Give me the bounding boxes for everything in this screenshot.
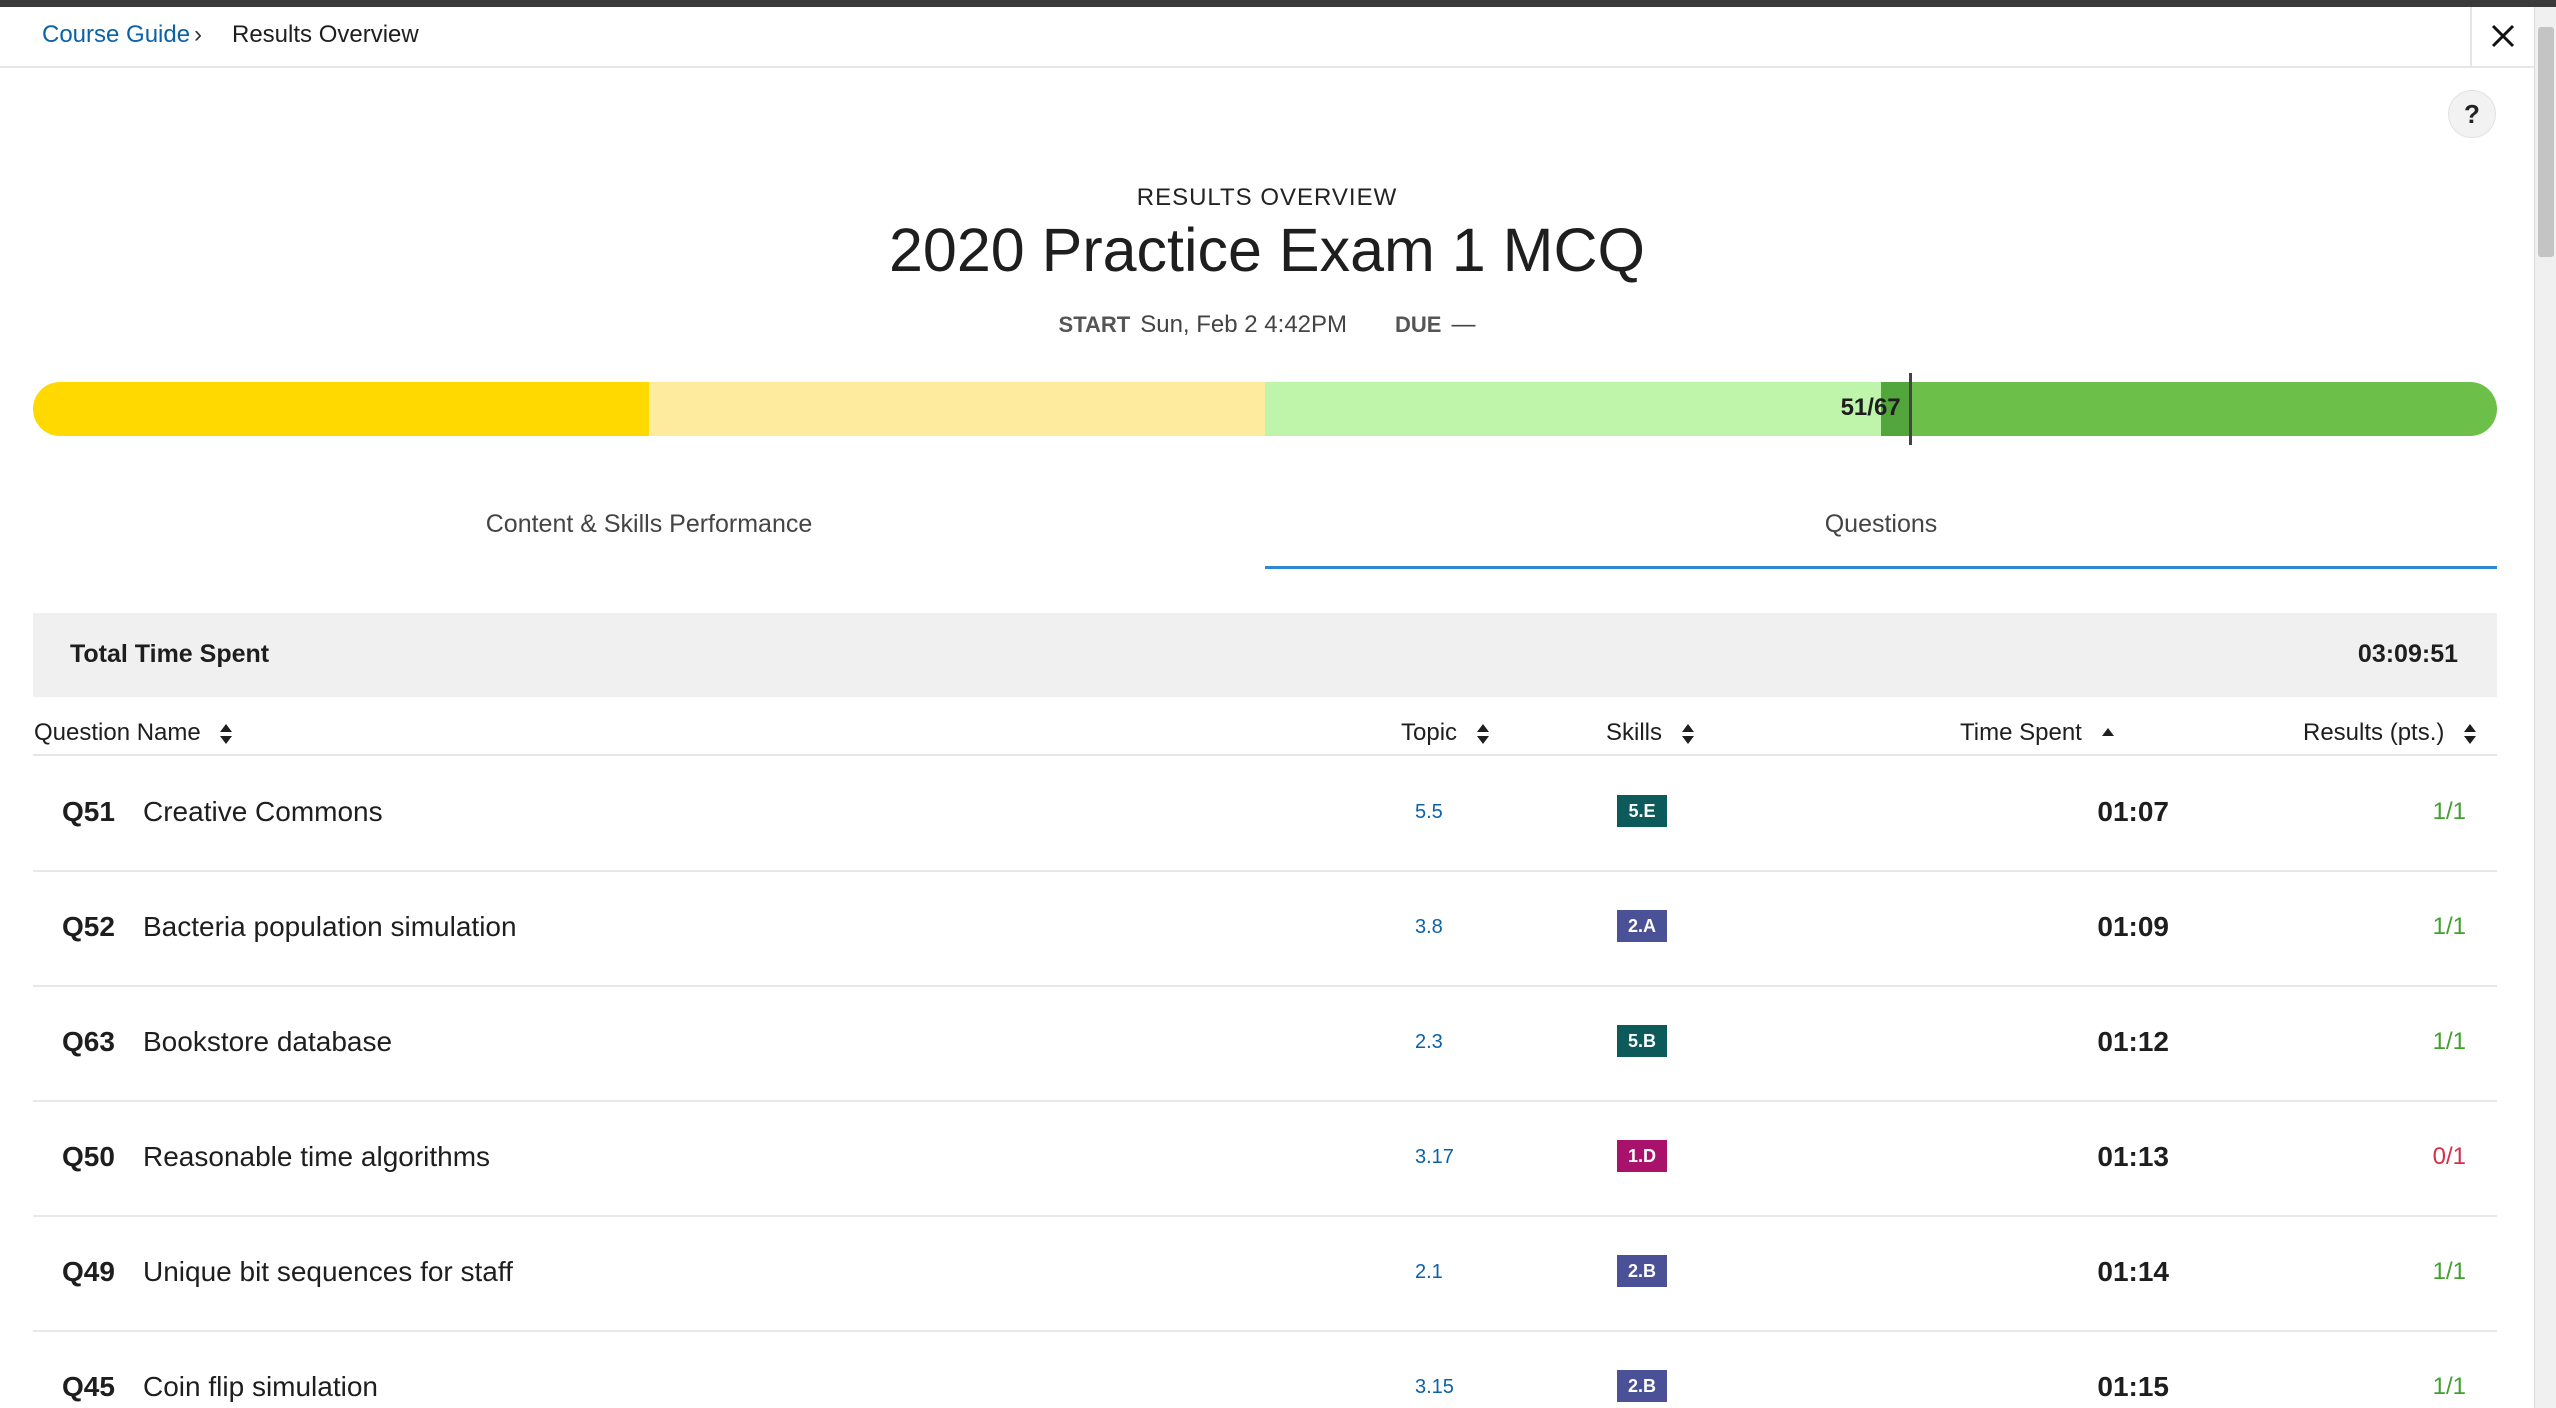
topic-link[interactable]: 3.15 xyxy=(1415,1376,1454,1398)
tab-content-skills-performance[interactable]: Content & Skills Performance xyxy=(33,500,1265,566)
help-icon: ? xyxy=(2464,99,2480,129)
close-button[interactable] xyxy=(2470,7,2536,66)
result-score: 1/1 xyxy=(2432,1373,2466,1400)
tab-questions[interactable]: Questions xyxy=(1265,500,2497,569)
topic-link[interactable]: 3.17 xyxy=(1415,1146,1454,1168)
column-label: Results (pts.) xyxy=(2303,719,2445,746)
topic-link[interactable]: 3.8 xyxy=(1415,916,1443,938)
column-topic[interactable]: Topic xyxy=(1401,719,1490,747)
topic-link[interactable]: 5.5 xyxy=(1415,801,1443,823)
skill-badge: 2.A xyxy=(1617,910,1667,942)
question-number: Q63 xyxy=(62,1026,115,1057)
sort-ascending-icon xyxy=(2101,727,2114,736)
sort-icon xyxy=(220,723,233,744)
total-time-label: Total Time Spent xyxy=(70,640,270,668)
score-label: 51/67 xyxy=(1840,394,1901,421)
skill-badge: 5.E xyxy=(1617,795,1667,827)
total-time-value: 03:09:51 xyxy=(2357,640,2458,668)
column-label: Question Name xyxy=(34,719,201,746)
question-number: Q49 xyxy=(62,1256,115,1287)
column-label: Skills xyxy=(1606,719,1663,746)
column-skills[interactable]: Skills xyxy=(1606,719,1695,747)
page-eyebrow: RESULTS OVERVIEW xyxy=(1136,184,1398,211)
due-label: DUE xyxy=(1395,312,1442,337)
question-name: Coin flip simulation xyxy=(143,1371,378,1402)
total-time-row: Total Time Spent 03:09:51 xyxy=(33,613,2497,697)
question-number: Q45 xyxy=(62,1371,115,1402)
question-name: Unique bit sequences for staff xyxy=(143,1256,513,1287)
breadcrumb-header: Course Guide › Results Overview xyxy=(0,7,2534,68)
result-score: 1/1 xyxy=(2432,798,2466,825)
time-spent: 01:15 xyxy=(2097,1371,2169,1402)
result-score: 1/1 xyxy=(2432,913,2466,940)
skill-badge: 1.D xyxy=(1617,1140,1667,1172)
close-icon xyxy=(2491,24,2515,48)
time-spent: 01:14 xyxy=(2097,1256,2169,1287)
tab-label: Content & Skills Performance xyxy=(485,510,813,538)
sort-icon xyxy=(2464,723,2477,744)
question-name: Bookstore database xyxy=(143,1026,393,1057)
sort-icon xyxy=(1681,723,1694,744)
sort-icon xyxy=(1476,723,1489,744)
result-score: 1/1 xyxy=(2432,1258,2466,1285)
score-band-1 xyxy=(33,382,649,436)
topic-link[interactable]: 2.1 xyxy=(1415,1261,1443,1283)
question-name: Creative Commons xyxy=(143,796,383,827)
table-row[interactable]: Q63 Bookstore database 2.3 5.B 01:12 1/1 xyxy=(33,986,2497,1102)
score-fill xyxy=(1881,382,1909,436)
breadcrumb-chevron-icon: › xyxy=(194,21,202,48)
skill-badge: 2.B xyxy=(1617,1255,1667,1287)
skill-badge: 2.B xyxy=(1617,1370,1667,1402)
score-band-4 xyxy=(1881,382,2497,436)
table-row[interactable]: Q50 Reasonable time algorithms 3.17 1.D … xyxy=(33,1101,2497,1217)
exam-title: 2020 Practice Exam 1 MCQ xyxy=(888,216,1645,284)
question-number: Q51 xyxy=(62,796,115,827)
score-band-3 xyxy=(1265,382,1881,436)
due-value: — xyxy=(1451,311,1476,338)
topic-link[interactable]: 2.3 xyxy=(1415,1031,1443,1053)
score-marker xyxy=(1908,373,1912,445)
exam-dates: START Sun, Feb 2 4:42PM DUE — xyxy=(0,311,2534,339)
table-row[interactable]: Q49 Unique bit sequences for staff 2.1 2… xyxy=(33,1216,2497,1332)
breadcrumb-current: Results Overview xyxy=(232,21,419,48)
result-score: 1/1 xyxy=(2432,1028,2466,1055)
column-results[interactable]: Results (pts.) xyxy=(2303,719,2477,747)
score-band-2 xyxy=(649,382,1265,436)
time-spent: 01:12 xyxy=(2097,1026,2169,1057)
tab-label: Questions xyxy=(1824,510,1938,538)
table-row[interactable]: Q45 Coin flip simulation 3.15 2.B 01:15 … xyxy=(33,1331,2497,1408)
question-name: Bacteria population simulation xyxy=(143,911,517,942)
question-name: Reasonable time algorithms xyxy=(143,1141,491,1172)
column-time-spent[interactable]: Time Spent xyxy=(1960,719,2115,747)
scrollbar-thumb[interactable] xyxy=(2538,27,2554,257)
page-scrollbar[interactable] xyxy=(2534,7,2556,1408)
table-row[interactable]: Q52 Bacteria population simulation 3.8 2… xyxy=(33,871,2497,987)
time-spent: 01:09 xyxy=(2097,911,2169,942)
breadcrumb-course-guide-link[interactable]: Course Guide xyxy=(42,21,191,48)
start-label: START xyxy=(1058,312,1131,337)
question-number: Q52 xyxy=(62,911,115,942)
score-progress-bar: 51/67 xyxy=(33,382,2497,436)
column-question-name[interactable]: Question Name xyxy=(34,719,233,747)
skill-badge: 5.B xyxy=(1617,1025,1667,1057)
time-spent: 01:13 xyxy=(2097,1141,2169,1172)
result-score: 0/1 xyxy=(2432,1143,2466,1170)
column-label: Time Spent xyxy=(1960,719,2082,746)
questions-table-header: Question Name Topic Skills Time Spent Re… xyxy=(33,697,2497,756)
start-value: Sun, Feb 2 4:42PM xyxy=(1140,311,1348,338)
question-number: Q50 xyxy=(62,1141,115,1172)
column-label: Topic xyxy=(1401,719,1458,746)
table-row[interactable]: Q51 Creative Commons 5.5 5.E 01:07 1/1 xyxy=(33,756,2497,872)
help-button[interactable]: ? xyxy=(2448,90,2496,138)
time-spent: 01:07 xyxy=(2097,796,2169,827)
window-top-edge xyxy=(0,0,2556,7)
